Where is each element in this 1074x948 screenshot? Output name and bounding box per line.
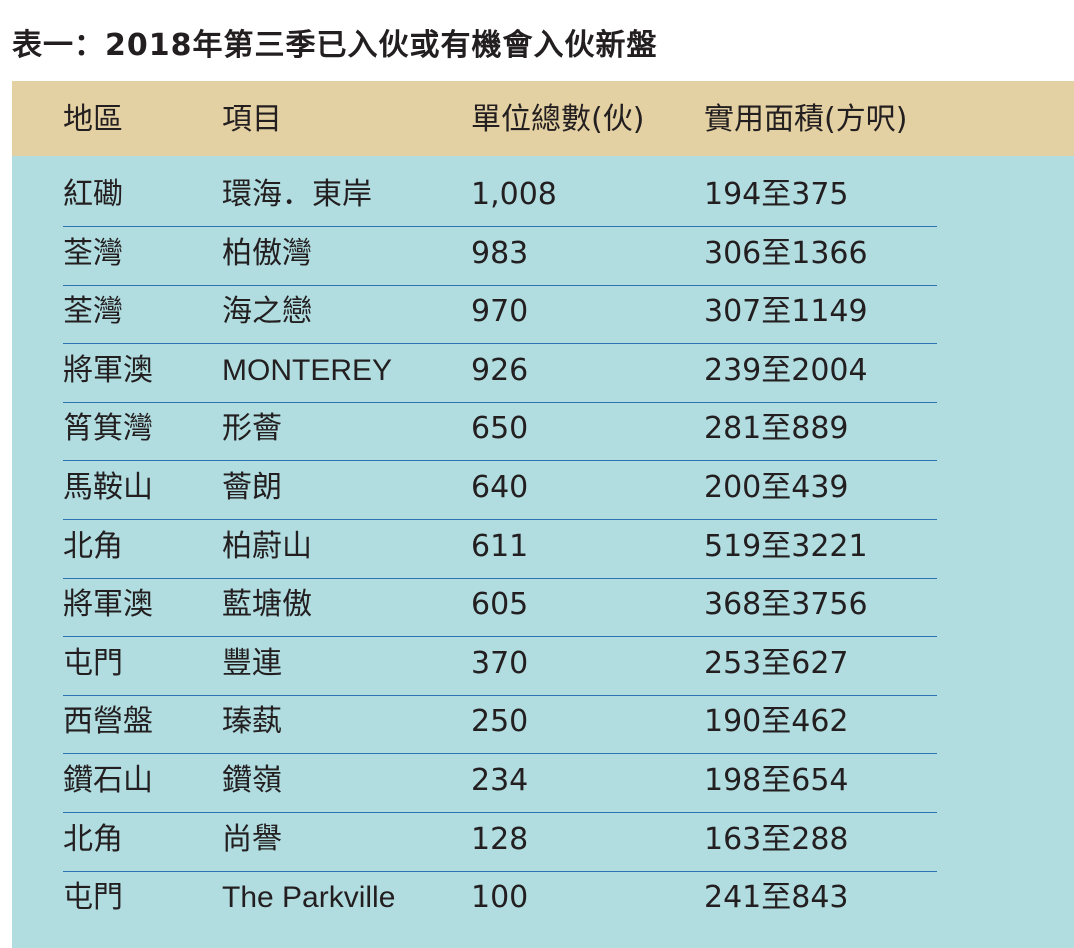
row-divider xyxy=(63,519,937,520)
project-cell: 柏傲灣 xyxy=(222,236,312,270)
area-cell: 519至3221 xyxy=(704,528,868,564)
district-cell: 荃灣 xyxy=(63,294,123,330)
district-cell: 北角 xyxy=(63,528,123,564)
column-header-district: 地區 xyxy=(63,102,123,137)
area-cell: 200至439 xyxy=(704,470,849,505)
table-row: 馬鞍山 薈朗 640 200至439 xyxy=(12,462,1074,520)
project-cell: MONTEREY xyxy=(222,353,393,387)
table-title: 表一：2018年第三季已入伙或有機會入伙新盤 xyxy=(12,28,658,63)
units-cell: 970 xyxy=(471,294,529,330)
area-cell: 198至654 xyxy=(704,763,849,798)
project-cell: 薈朗 xyxy=(222,471,282,504)
district-cell: 北角 xyxy=(63,821,123,857)
project-cell: 柏蔚山 xyxy=(222,529,312,563)
table-header-row: 地區 項目 單位總數(伙) 實用面積(方呎) xyxy=(12,81,1074,156)
units-cell: 234 xyxy=(471,763,529,798)
project-cell: 形薈 xyxy=(222,412,282,446)
units-cell: 100 xyxy=(471,880,529,916)
row-divider xyxy=(63,226,937,227)
project-cell: 瑧蓺 xyxy=(222,705,282,739)
row-divider xyxy=(63,636,937,638)
area-cell: 239至2004 xyxy=(704,352,868,388)
project-cell: The Parkville xyxy=(222,881,396,915)
table-row: 將軍澳 MONTEREY 926 239至2004 xyxy=(12,345,1074,403)
area-cell: 253至627 xyxy=(704,645,849,681)
district-cell: 筲箕灣 xyxy=(63,411,153,447)
row-divider xyxy=(63,753,937,755)
table-row: 將軍澳 藍塘傲 605 368至3756 xyxy=(12,579,1074,638)
table-row: 筲箕灣 形薈 650 281至889 xyxy=(12,403,1074,462)
area-cell: 241至843 xyxy=(704,880,849,916)
row-divider xyxy=(63,284,937,286)
area-cell: 194至375 xyxy=(704,177,849,212)
table-row: 北角 尚譽 128 163至288 xyxy=(12,814,1074,872)
units-cell: 640 xyxy=(471,470,529,505)
district-cell: 馬鞍山 xyxy=(63,470,153,505)
district-cell: 將軍澳 xyxy=(63,587,153,623)
units-cell: 370 xyxy=(471,645,529,681)
district-cell: 屯門 xyxy=(63,645,123,681)
table-row: 西營盤 瑧蓺 250 190至462 xyxy=(12,696,1074,755)
row-divider xyxy=(63,812,937,813)
table-row: 屯門 豐連 370 253至627 xyxy=(12,638,1074,696)
district-cell: 紅磡 xyxy=(63,177,123,212)
area-cell: 368至3756 xyxy=(704,587,868,623)
units-cell: 250 xyxy=(471,704,529,740)
area-cell: 307至1149 xyxy=(704,294,868,330)
area-cell: 163至288 xyxy=(704,821,849,857)
table-row: 鑽石山 鑽嶺 234 198至654 xyxy=(12,755,1074,813)
row-divider xyxy=(63,343,937,345)
project-cell: 環海．東岸 xyxy=(222,178,372,211)
units-cell: 650 xyxy=(471,411,529,447)
units-cell: 128 xyxy=(471,821,529,857)
district-cell: 鑽石山 xyxy=(63,763,153,798)
table-row: 屯門 The Parkville 100 241至843 xyxy=(12,872,1074,930)
district-cell: 屯門 xyxy=(63,880,123,916)
district-cell: 將軍澳 xyxy=(63,352,153,388)
row-divider xyxy=(63,870,937,872)
units-cell: 926 xyxy=(471,352,529,388)
area-cell: 306至1366 xyxy=(704,235,868,271)
project-cell: 尚譽 xyxy=(222,822,282,856)
table-row: 荃灣 海之戀 970 307至1149 xyxy=(12,286,1074,345)
row-divider xyxy=(63,694,937,696)
table-row: 紅磡 環海．東岸 1,008 194至375 xyxy=(12,169,1074,227)
column-header-total-units: 單位總數(伙) xyxy=(471,102,645,137)
project-cell: 豐連 xyxy=(222,646,282,680)
units-cell: 611 xyxy=(471,528,529,564)
new-flats-table: 地區 項目 單位總數(伙) 實用面積(方呎) 紅磡 環海．東岸 1,008 194至3… xyxy=(12,81,1074,948)
units-cell: 605 xyxy=(471,587,529,623)
district-cell: 荃灣 xyxy=(63,235,123,271)
area-cell: 190至462 xyxy=(704,704,849,740)
row-divider xyxy=(63,401,937,403)
district-cell: 西營盤 xyxy=(63,704,153,740)
project-cell: 鑽嶺 xyxy=(222,764,282,797)
column-header-project: 項目 xyxy=(222,102,282,137)
row-divider xyxy=(63,460,937,462)
area-cell: 281至889 xyxy=(704,411,849,447)
project-cell: 藍塘傲 xyxy=(222,588,312,622)
row-divider xyxy=(63,577,937,579)
project-cell: 海之戀 xyxy=(222,295,312,329)
column-header-saleable-area: 實用面積(方呎) xyxy=(704,102,908,137)
table-row: 荃灣 柏傲灣 983 306至1366 xyxy=(12,228,1074,286)
units-cell: 983 xyxy=(471,235,529,271)
table-row: 北角 柏蔚山 611 519至3221 xyxy=(12,521,1074,579)
units-cell: 1,008 xyxy=(471,177,557,212)
